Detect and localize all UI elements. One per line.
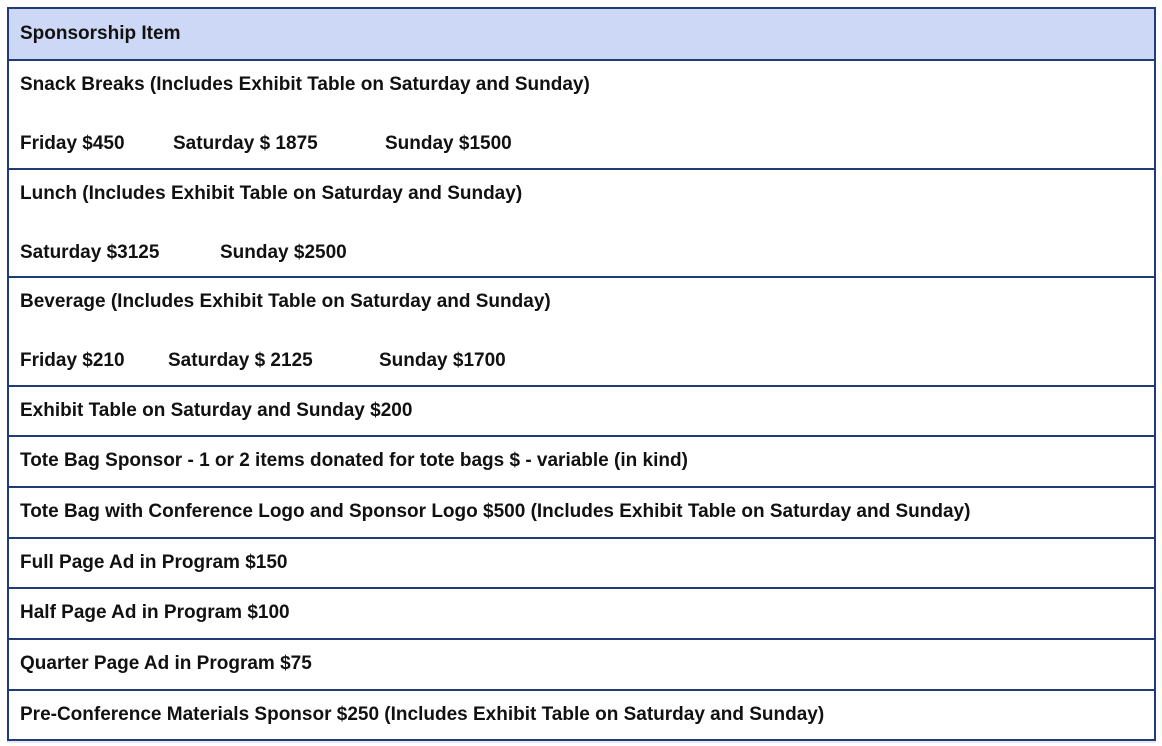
row-title: Quarter Page Ad in Program $75 xyxy=(20,652,312,674)
table-row: Lunch (Includes Exhibit Table on Saturda… xyxy=(9,170,1154,278)
row-title: Tote Bag Sponsor - 1 or 2 items donated … xyxy=(20,450,688,472)
row-title: Tote Bag with Conference Logo and Sponso… xyxy=(20,500,971,522)
table-row: Half Page Ad in Program $100 xyxy=(9,589,1154,640)
header-label: Sponsorship Item xyxy=(20,23,181,44)
table-header: Sponsorship Item xyxy=(9,9,1154,61)
sponsorship-table: Sponsorship Item Snack Breaks (Includes … xyxy=(7,7,1156,742)
table-row: Full Page Ad in Program $150 xyxy=(9,539,1154,590)
price-saturday: Saturday $ 2125 xyxy=(168,350,313,371)
price-sunday: Sunday $1700 xyxy=(379,350,506,371)
price-saturday: Saturday $3125 xyxy=(20,241,160,263)
row-title: Exhibit Table on Saturday and Sunday $20… xyxy=(20,399,413,421)
price-sunday: Sunday $1500 xyxy=(385,133,512,154)
price-friday: Friday $210 xyxy=(20,350,125,371)
price-sunday: Sunday $2500 xyxy=(220,241,347,263)
price-saturday: Saturday $ 1875 xyxy=(173,133,318,154)
row-title: Beverage (Includes Exhibit Table on Satu… xyxy=(20,291,551,312)
row-title: Full Page Ad in Program $150 xyxy=(20,551,288,573)
table-row: Snack Breaks (Includes Exhibit Table on … xyxy=(9,61,1154,170)
row-title: Half Page Ad in Program $100 xyxy=(20,602,290,624)
price-friday: Friday $450 xyxy=(20,133,125,154)
table-row: Beverage (Includes Exhibit Table on Satu… xyxy=(9,278,1154,387)
row-title: Snack Breaks (Includes Exhibit Table on … xyxy=(20,74,590,95)
table-row: Quarter Page Ad in Program $75 xyxy=(9,640,1154,691)
table-row: Exhibit Table on Saturday and Sunday $20… xyxy=(9,387,1154,438)
table-row: Tote Bag with Conference Logo and Sponso… xyxy=(9,488,1154,539)
row-title: Pre-Conference Materials Sponsor $250 (I… xyxy=(20,703,825,725)
table-row: Pre-Conference Materials Sponsor $250 (I… xyxy=(9,691,1154,742)
table-row: Tote Bag Sponsor - 1 or 2 items donated … xyxy=(9,437,1154,488)
row-title: Lunch (Includes Exhibit Table on Saturda… xyxy=(20,182,523,204)
